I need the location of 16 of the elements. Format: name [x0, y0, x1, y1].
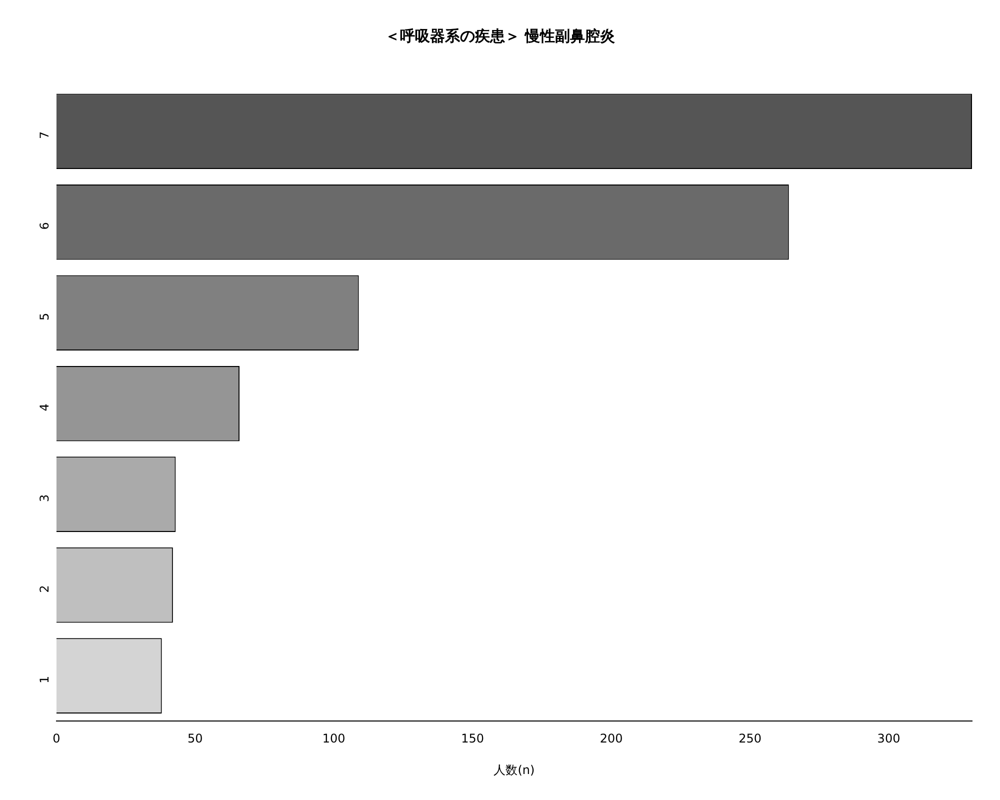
x-tick-label: 200 — [600, 732, 623, 746]
x-tick-label: 50 — [187, 732, 203, 746]
y-tick-label: 1 — [38, 676, 52, 684]
x-tick-label: 250 — [738, 732, 762, 746]
chart-title: ＜呼吸器系の疾患＞ 慢性副鼻腔炎 — [384, 26, 616, 45]
y-tick-label: 5 — [38, 312, 52, 320]
y-tick-label: 4 — [38, 404, 52, 412]
x-tick-label: 0 — [52, 732, 60, 746]
y-tick-label: 3 — [38, 494, 52, 502]
y-tick-label: 2 — [38, 585, 52, 593]
x-tick-label: 300 — [877, 732, 900, 746]
y-tick-label: 7 — [38, 131, 52, 140]
y-tick-label: 6 — [38, 222, 52, 230]
x-tick-label: 100 — [322, 732, 346, 746]
x-tick-label: 150 — [461, 732, 484, 746]
x-axis-title: 人数(n) — [494, 762, 535, 777]
